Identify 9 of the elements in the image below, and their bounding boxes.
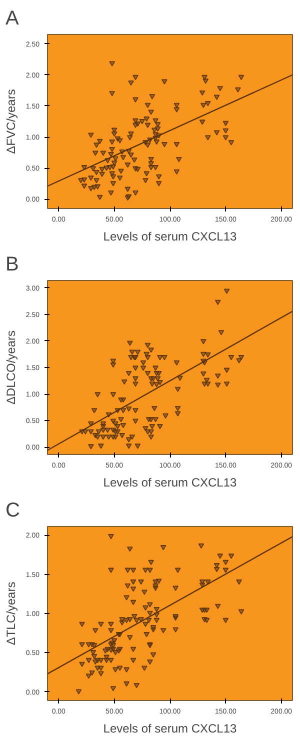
x-axis-title: Levels of serum CXCL13 [103, 230, 238, 244]
chart-title: A [6, 8, 20, 30]
chart-title: B [6, 254, 19, 276]
y-axis-title: ΔFVC/years [4, 89, 18, 154]
x-axis-title: Levels of serum CXCL13 [103, 722, 238, 736]
chart-title: C [6, 500, 20, 522]
y-axis-title: ΔDLCO/years [4, 330, 18, 405]
x-axis-title: Levels of serum CXCL13 [103, 476, 238, 490]
y-axis-title: ΔTLC/years [4, 582, 18, 646]
